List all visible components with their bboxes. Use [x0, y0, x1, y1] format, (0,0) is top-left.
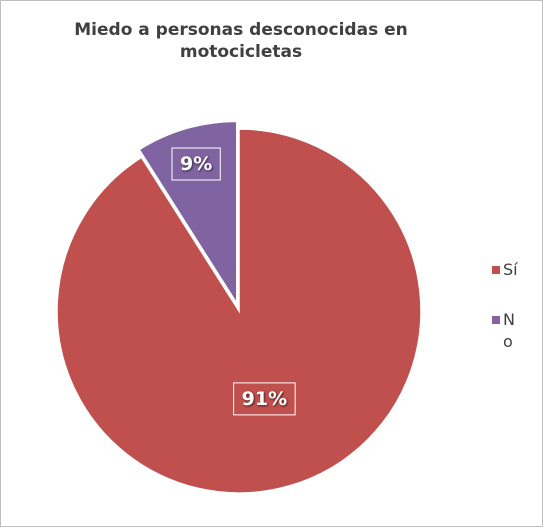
legend-label: Sí: [503, 260, 518, 279]
data-label-box: [233, 382, 296, 416]
data-label: 9%: [171, 147, 221, 181]
data-label-box: [171, 147, 221, 181]
data-label: 91%: [233, 382, 296, 416]
chart-title: Miedo a personas desconocidas en motocic…: [74, 20, 408, 62]
legend-swatch: [492, 316, 500, 324]
legend-swatch: [492, 266, 500, 274]
data-label-text: 91%: [242, 388, 287, 410]
pie-slice: [56, 128, 422, 494]
data-label-text: 9%: [180, 153, 212, 175]
legend-label: No: [503, 310, 515, 351]
